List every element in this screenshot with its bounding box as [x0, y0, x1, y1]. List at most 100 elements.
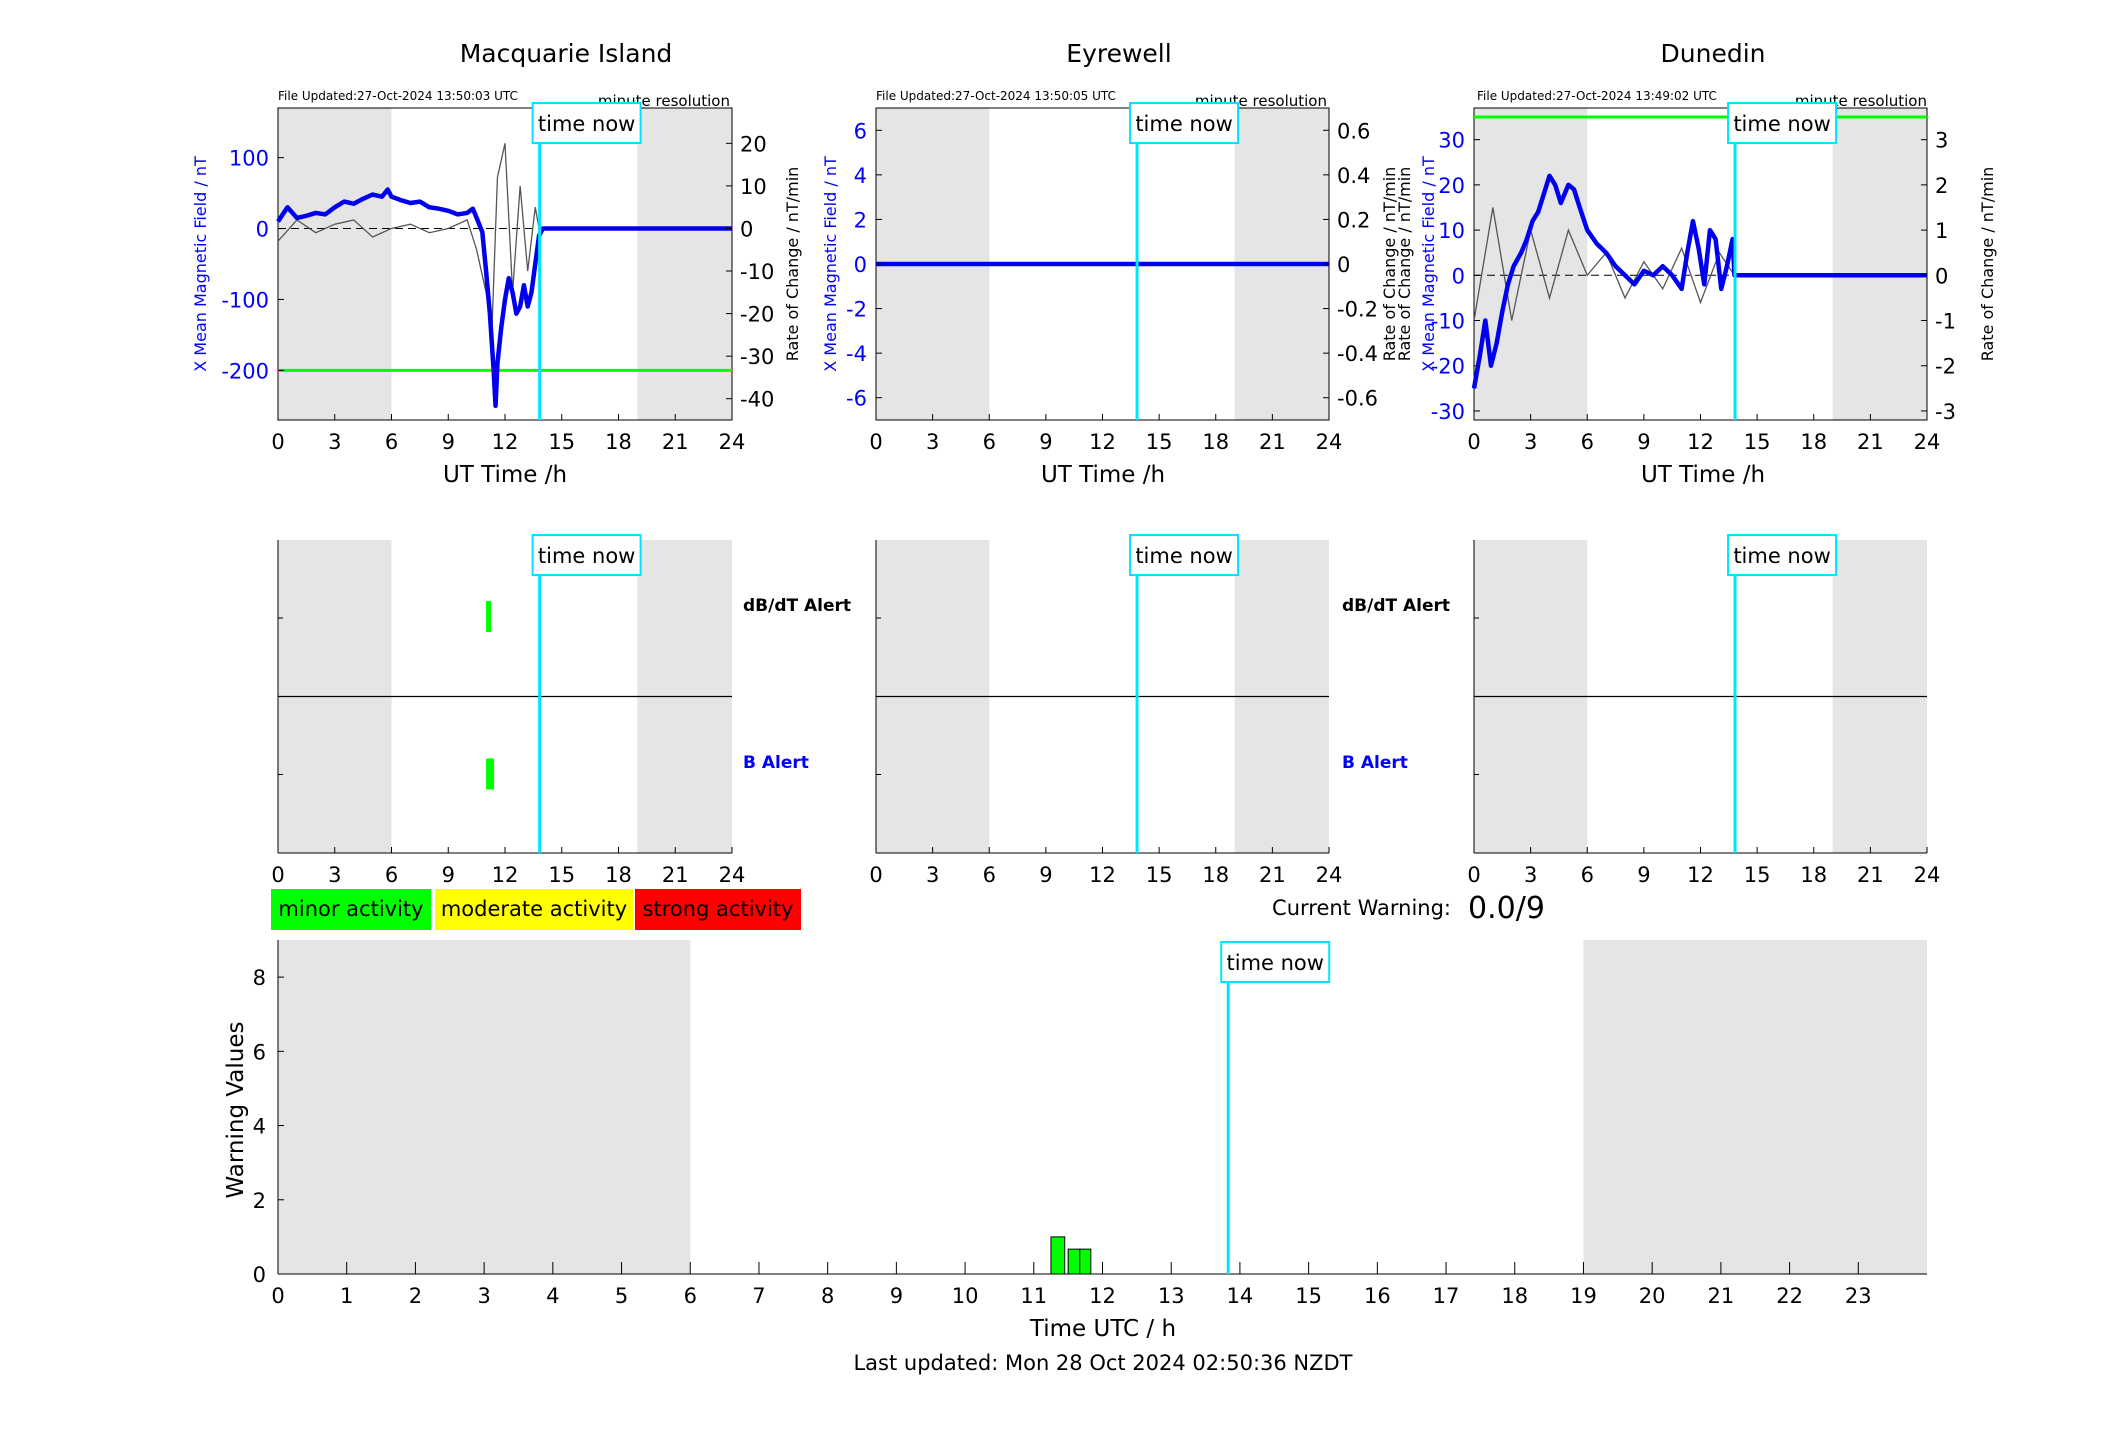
x-tick-label: 3 — [926, 863, 939, 887]
y-tick-label: 6 — [253, 1040, 266, 1064]
y-tick-label: -10 — [1431, 310, 1465, 334]
x-tick-label: 21 — [1708, 1284, 1735, 1308]
x-tick-label: 3 — [926, 430, 939, 454]
y-right-tick-label: -0.6 — [1337, 387, 1378, 411]
y-axis-label-secondary: Rate of Change / nT/min — [1395, 167, 1414, 362]
dbdt-alert-mark — [486, 601, 492, 632]
x-tick-label: 10 — [952, 1284, 979, 1308]
y-tick-label: 20 — [1438, 174, 1465, 198]
x-tick-label: 23 — [1845, 1284, 1872, 1308]
y-tick-label: 0 — [854, 253, 867, 277]
y-right-tick-label: -30 — [740, 345, 774, 369]
x-tick-label: 18 — [1800, 863, 1827, 887]
x-tick-label: 1 — [340, 1284, 353, 1308]
x-tick-label: 3 — [477, 1284, 490, 1308]
x-tick-label: 9 — [1039, 863, 1052, 887]
x-tick-label: 21 — [1259, 863, 1286, 887]
x-tick-label: 18 — [1501, 1284, 1528, 1308]
y-right-tick-label: -0.2 — [1337, 298, 1378, 322]
time-now-box — [531, 534, 642, 576]
x-tick-label: 6 — [385, 863, 398, 887]
y-tick-label: -100 — [221, 288, 269, 312]
night-shade-0 — [278, 940, 691, 1274]
current-warning-label: Current Warning: — [1272, 896, 1451, 920]
y-right-tick-label: 0 — [740, 217, 753, 241]
night-shade-0 — [278, 108, 392, 420]
panel-title-eyrewell: Eyrewell — [1066, 39, 1171, 68]
time-now-label: time now — [538, 112, 635, 136]
time-now-box — [531, 102, 642, 144]
y-tick-label: 0 — [1452, 264, 1465, 288]
time-now-label: time now — [1733, 112, 1830, 136]
x-tick-label: 15 — [1146, 430, 1173, 454]
x-tick-label: 0 — [271, 863, 284, 887]
y-tick-label: 30 — [1438, 129, 1465, 153]
x-tick-label: 21 — [662, 430, 689, 454]
b-alert-label-eyrewell: B Alert — [1342, 753, 1408, 773]
file-updated-macquarie: File Updated:27-Oct-2024 13:50:03 UTC — [278, 89, 518, 103]
x-tick-label: 0 — [869, 863, 882, 887]
x-axis-label-eyrewell: UT Time /h — [1041, 462, 1165, 488]
warning-bar — [1079, 1248, 1092, 1275]
magnetic-field-line — [276, 187, 732, 409]
y-right-tick-label: 0 — [1337, 253, 1350, 277]
x-axis-label-dunedin: UT Time /h — [1641, 462, 1765, 488]
y-tick-label: 2 — [854, 208, 867, 232]
y-tick-label: 4 — [854, 164, 867, 188]
rate-of-change-line — [277, 143, 732, 335]
x-tick-label: 15 — [548, 863, 575, 887]
x-tick-label: 3 — [328, 863, 341, 887]
x-tick-label: 12 — [1687, 863, 1714, 887]
warning-bar — [1050, 1236, 1066, 1275]
x-tick-label: 6 — [1581, 863, 1594, 887]
y-right-tick-label: 1 — [1935, 219, 1948, 243]
y-tick-label: 0 — [253, 1263, 266, 1287]
y-tick-label: 0 — [256, 218, 269, 242]
x-tick-label: 9 — [890, 1284, 903, 1308]
panel-title-dunedin: Dunedin — [1661, 39, 1766, 68]
x-tick-label: 12 — [1089, 863, 1116, 887]
x-tick-label: 21 — [662, 863, 689, 887]
time-now-box — [1129, 534, 1240, 576]
rate-of-change-line — [1473, 207, 1927, 321]
x-tick-label: 24 — [719, 430, 746, 454]
x-tick-label: 11 — [1020, 1284, 1047, 1308]
y-right-tick-label: -40 — [740, 388, 774, 412]
time-now-box — [1727, 534, 1838, 576]
x-tick-label: 20 — [1639, 1284, 1666, 1308]
x-tick-label: 15 — [1146, 863, 1173, 887]
legend-strong-label: strong activity — [643, 897, 794, 921]
x-tick-label: 0 — [271, 1284, 284, 1308]
bottom-y-axis-label: Warning Values — [223, 1021, 249, 1198]
y-tick-label: 2 — [253, 1189, 266, 1213]
x-tick-label: 12 — [492, 863, 519, 887]
x-tick-label: 2 — [409, 1284, 422, 1308]
x-tick-label: 0 — [869, 430, 882, 454]
x-tick-label: 14 — [1227, 1284, 1254, 1308]
x-tick-label: 6 — [983, 863, 996, 887]
x-tick-label: 19 — [1570, 1284, 1597, 1308]
legend-strong-swatch — [635, 889, 801, 930]
x-tick-label: 6 — [684, 1284, 697, 1308]
last-updated-text: Last updated: Mon 28 Oct 2024 02:50:36 N… — [853, 1351, 1352, 1375]
x-tick-label: 24 — [1316, 863, 1343, 887]
x-tick-label: 24 — [1914, 430, 1941, 454]
x-tick-label: 0 — [1467, 430, 1480, 454]
bottom-x-axis-label: Time UTC / h — [1029, 1316, 1176, 1342]
x-tick-label: 18 — [1202, 430, 1229, 454]
x-tick-label: 12 — [1687, 430, 1714, 454]
dbdt-alert-label-eyrewell: dB/dT Alert — [1342, 596, 1450, 616]
current-warning-value: 0.0/9 — [1468, 891, 1545, 926]
time-now-label: time now — [1135, 544, 1232, 568]
y-tick-label: -6 — [846, 387, 867, 411]
y-tick-label: -2 — [846, 298, 867, 322]
y-right-tick-label: 0.2 — [1337, 208, 1370, 232]
y-right-axis-label: Rate of Change / nT/min — [1978, 167, 1997, 362]
time-now-box — [1220, 941, 1331, 983]
y-right-tick-label: 0.6 — [1337, 119, 1370, 143]
y-right-tick-label: -0.4 — [1337, 342, 1378, 366]
x-tick-label: 9 — [1637, 863, 1650, 887]
y-axis-label: X Mean Magnetic Field / nT — [1419, 156, 1438, 372]
